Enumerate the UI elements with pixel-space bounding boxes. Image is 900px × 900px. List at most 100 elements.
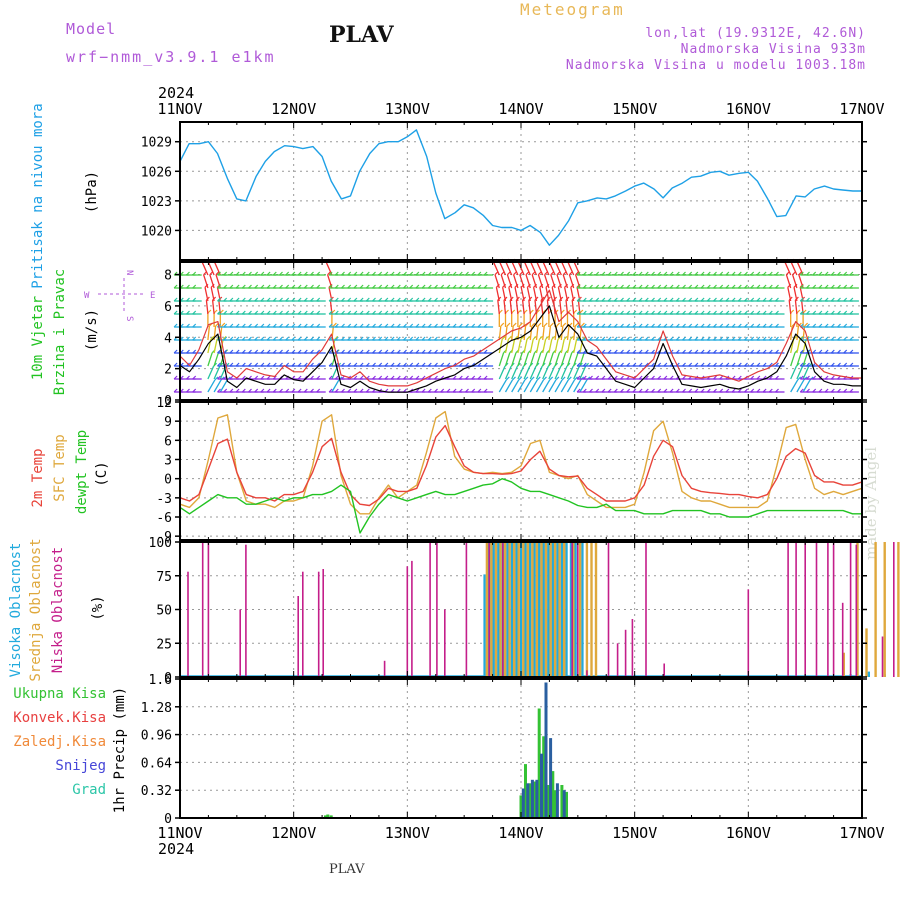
wind-barb-feather xyxy=(725,271,730,276)
wind-barb-feather xyxy=(799,349,804,354)
wind-barb-feather xyxy=(266,336,271,341)
wind-barb-feather xyxy=(434,271,438,276)
wind-barb-feather xyxy=(651,271,655,276)
wind-barb-feather xyxy=(626,284,631,289)
wind-barb-feather xyxy=(403,349,407,354)
wind-barb-feather xyxy=(744,362,748,367)
wind-barb-feather xyxy=(266,362,271,367)
pressure-line xyxy=(179,129,862,246)
wind-barb-feather xyxy=(830,310,835,315)
wind-barb-feather xyxy=(663,284,668,289)
cloud-bar-high xyxy=(551,542,554,677)
wind-barb-feather xyxy=(260,375,265,380)
wind-barb-feather xyxy=(576,375,581,380)
wind-barb-feather xyxy=(440,271,445,276)
wind-barb-feather xyxy=(359,336,364,341)
precip-bar-snow xyxy=(544,682,548,818)
wind-barb-feather xyxy=(589,362,593,367)
y-tick-label: 100 xyxy=(149,536,172,551)
wind-barb-feather xyxy=(626,349,631,354)
cloud-bar-high xyxy=(538,542,541,677)
wind-barb-feather xyxy=(421,271,426,276)
wind-barb-feather xyxy=(272,284,277,289)
wind-barb xyxy=(573,339,578,354)
wind-barb-feather xyxy=(310,323,314,328)
wind-barb-feather xyxy=(458,271,463,276)
wind-barb-feather xyxy=(403,310,407,315)
wind-barb-feather xyxy=(266,297,271,302)
wind-barb-feather xyxy=(536,309,540,314)
wind-barb-feather xyxy=(359,271,364,276)
wind-barb-feather xyxy=(725,388,730,393)
wind-barb-feather xyxy=(471,310,476,315)
wind-barb-feather xyxy=(471,297,476,302)
wind-barb-feather xyxy=(217,388,221,393)
wind-barb-feather xyxy=(576,271,581,276)
wind-barb-feather xyxy=(518,322,523,327)
wind-barb-feather xyxy=(657,297,662,302)
wind-barb-feather xyxy=(403,336,407,341)
wind-barb-feather xyxy=(768,297,773,302)
wind-barb-feather xyxy=(768,323,773,328)
wind-barb-feather xyxy=(378,323,383,328)
wind-barb xyxy=(535,339,541,354)
wind-barb-feather xyxy=(365,336,370,341)
wind-barb xyxy=(504,352,511,367)
text-layer: 102010231026102902468-9-6-30369120255075… xyxy=(8,84,885,858)
wind-barb-feather xyxy=(471,271,476,276)
cloud-bar-mid xyxy=(883,542,886,677)
wind-barb-feather xyxy=(229,297,234,302)
wind-barb xyxy=(570,287,575,302)
wind-barb-feather xyxy=(688,284,693,289)
wind-barb-feather xyxy=(241,284,246,289)
wind-barb-feather xyxy=(272,362,277,367)
cloud-bar-mid xyxy=(508,542,511,677)
wind-barb-feather xyxy=(353,284,358,289)
wind-barb-feather xyxy=(580,322,585,327)
wind-barb-feather xyxy=(843,336,848,341)
y-tick-label: -6 xyxy=(156,511,172,526)
wind-barb-feather xyxy=(297,271,302,276)
wind-barb-feather xyxy=(396,362,401,367)
wind-barb-feather xyxy=(241,362,246,367)
wind-barb-feather xyxy=(409,323,414,328)
wind-barb xyxy=(526,287,531,302)
wind-barb-feather xyxy=(669,271,674,276)
wind-barb xyxy=(508,287,513,302)
wind-barb-feather xyxy=(192,310,197,315)
wind-barb-feather xyxy=(731,323,736,328)
wind-barb xyxy=(551,287,556,302)
wind-barb-feather xyxy=(186,271,190,276)
wind-barb-feather xyxy=(688,336,693,341)
wind-barb-feather xyxy=(421,284,426,289)
wind-barb xyxy=(566,326,570,341)
wind-barb-feather xyxy=(365,271,370,276)
wind-barb-feather xyxy=(446,297,451,302)
cloud-bar-mid xyxy=(553,542,557,677)
wind-barb-feather xyxy=(750,297,755,302)
wind-barb-feather xyxy=(806,284,810,289)
wind-barb-feather xyxy=(378,271,383,276)
wind-barb xyxy=(579,339,584,354)
wind-barb-feather xyxy=(483,388,488,393)
wind-barb-feather xyxy=(638,375,643,380)
wind-barb-feather xyxy=(725,284,730,289)
cloud-bar-low xyxy=(201,542,204,677)
dewpt-line xyxy=(179,478,862,534)
wind-barb-feather xyxy=(824,388,829,393)
wind-barb-feather xyxy=(700,349,705,354)
t2m-line xyxy=(179,424,863,507)
wind-barb-feather xyxy=(421,336,426,341)
wind-barb-feather xyxy=(365,323,370,328)
wind-barb-feather xyxy=(440,284,445,289)
wind-barb-feather xyxy=(415,388,420,393)
wind-barb-feather xyxy=(719,362,724,367)
wind-barb-feather xyxy=(427,323,432,328)
chart-title: Meteogram xyxy=(520,0,625,19)
wind-barb-feather xyxy=(291,336,296,341)
wind-barb-feather xyxy=(775,349,779,354)
wind-barb-feather xyxy=(409,362,414,367)
wind-barb-feather xyxy=(248,323,252,328)
wind-barb-feather xyxy=(644,336,649,341)
wind-barb-feather xyxy=(192,375,197,380)
